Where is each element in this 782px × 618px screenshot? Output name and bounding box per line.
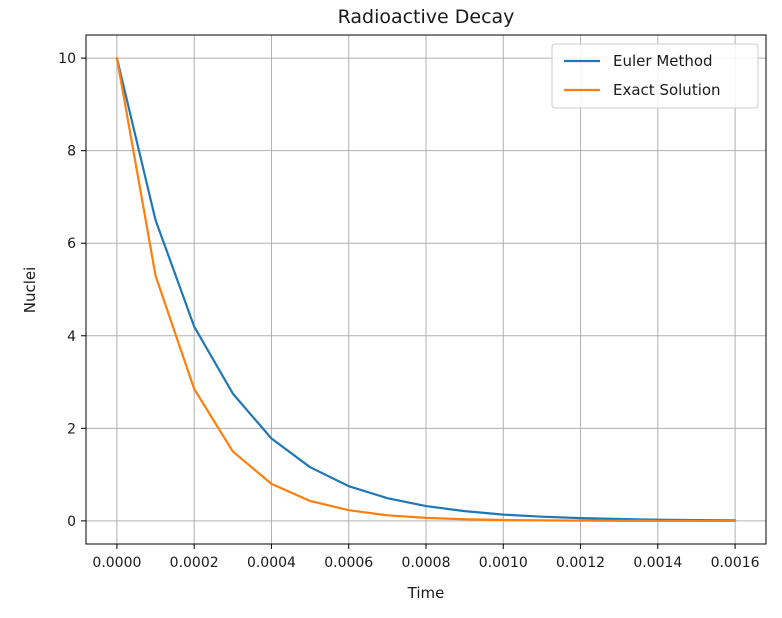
y-tick-label: 8 <box>67 144 76 160</box>
x-tick-label: 0.0002 <box>170 555 219 571</box>
legend-label-euler-method: Euler Method <box>613 52 713 70</box>
y-tick-label: 2 <box>67 421 76 437</box>
x-tick-label: 0.0010 <box>479 555 528 571</box>
x-tick-label: 0.0004 <box>247 555 296 571</box>
x-tick-label: 0.0012 <box>556 555 605 571</box>
series-line-exact-solution <box>115 57 737 522</box>
y-axis-ticks: 0 2 4 6 8 10 <box>58 51 86 530</box>
y-tick-label: 0 <box>67 514 76 530</box>
x-tick-label: 0.0008 <box>402 555 451 571</box>
legend-box <box>551 43 759 109</box>
x-axis-label: Time <box>407 584 445 602</box>
y-axis-label: Nuclei <box>21 267 39 314</box>
x-tick-label: 0.0000 <box>92 555 141 571</box>
plot-lines <box>115 57 737 522</box>
x-tick-label: 0.0016 <box>711 555 760 571</box>
x-tick-label: 0.0014 <box>633 555 682 571</box>
y-tick-label: 6 <box>67 236 76 252</box>
legend: Euler Method Exact Solution <box>551 43 759 109</box>
chart-title: Radioactive Decay <box>338 6 515 28</box>
y-tick-label: 10 <box>58 51 76 67</box>
legend-label-exact-solution: Exact Solution <box>613 81 721 99</box>
x-axis-ticks: 0.0000 0.0002 0.0004 0.0006 0.0008 0.0010 0.00… <box>92 544 760 571</box>
x-tick-label: 0.0006 <box>324 555 373 571</box>
y-tick-label: 4 <box>67 329 76 345</box>
series-line-euler-method <box>115 57 737 522</box>
